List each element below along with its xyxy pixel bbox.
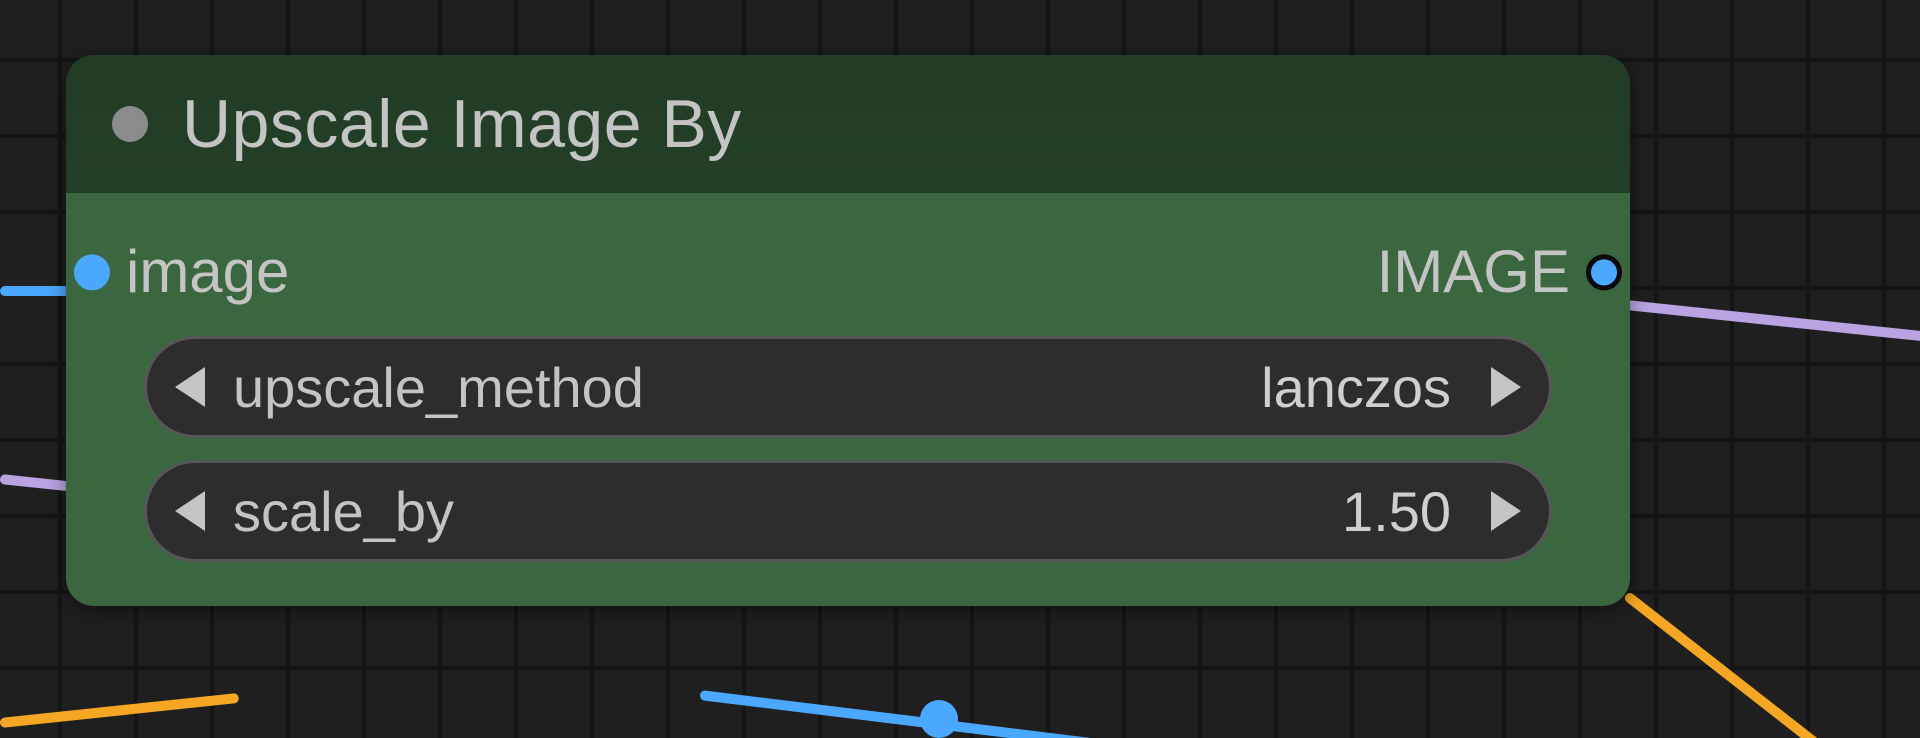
output-label-text: IMAGE	[1377, 237, 1570, 306]
arrow-right-icon[interactable]	[1491, 491, 1521, 531]
arrow-left-icon[interactable]	[175, 367, 205, 407]
widget-scale-by[interactable]: scale_by 1.50	[144, 460, 1552, 562]
widget-value: 1.50	[1342, 479, 1451, 544]
input-label-text: image	[126, 237, 289, 306]
collapse-toggle-icon[interactable]	[112, 106, 148, 142]
widget-name: scale_by	[233, 479, 454, 544]
arrow-left-icon[interactable]	[175, 491, 205, 531]
output-socket-image[interactable]	[1586, 254, 1622, 290]
input-socket-image[interactable]	[74, 254, 110, 290]
widget-name: upscale_method	[233, 355, 644, 420]
node-title: Upscale Image By	[182, 85, 742, 163]
cable-bottom-blue-dot[interactable]	[920, 700, 958, 738]
output-label-image: IMAGE	[1377, 237, 1570, 306]
node-upscale-image-by[interactable]: Upscale Image By image IMAGE upscale_met…	[66, 55, 1630, 606]
node-header[interactable]: Upscale Image By	[66, 55, 1630, 193]
widget-list: upscale_method lanczos scale_by 1.50	[96, 336, 1600, 562]
cable-input-image[interactable]	[0, 286, 70, 296]
input-label-image: image	[126, 237, 289, 306]
io-row: image IMAGE	[96, 215, 1600, 336]
node-body: image IMAGE upscale_method lanczos	[66, 193, 1630, 606]
widget-upscale-method[interactable]: upscale_method lanczos	[144, 336, 1552, 438]
widget-value: lanczos	[1261, 355, 1451, 420]
arrow-right-icon[interactable]	[1491, 367, 1521, 407]
